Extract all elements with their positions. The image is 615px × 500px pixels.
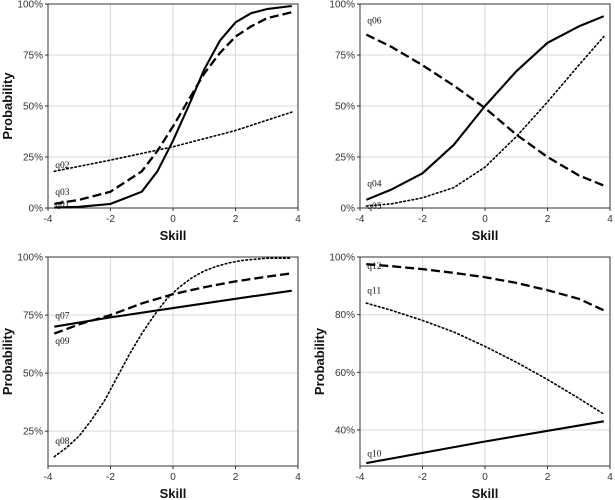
series-label-q08: q08 bbox=[55, 437, 70, 447]
x-tick-label: -2 bbox=[106, 214, 115, 225]
series-line-q11 bbox=[365, 302, 605, 415]
series-line-q06 bbox=[365, 33, 605, 187]
y-tick-label: 75% bbox=[23, 311, 43, 322]
y-tick-label: 75% bbox=[335, 51, 355, 62]
panel-1: -4 -2 0 2 4 0% 25% 50% 75% 100% Skill Probability q0… bbox=[0, 0, 301, 243]
series-line-q04 bbox=[365, 15, 605, 201]
y-axis-label: Probability bbox=[0, 72, 15, 140]
series-label-q10: q10 bbox=[367, 449, 382, 459]
series-line-q10 bbox=[366, 420, 604, 465]
y-axis-label: Probability bbox=[312, 327, 327, 395]
panel-3: -4 -2 0 2 4 25% 50% 75% 100% Skill Probability q07 q… bbox=[0, 253, 301, 500]
y-tick-label: 25% bbox=[335, 153, 355, 164]
series-label-q05: q05 bbox=[367, 202, 382, 212]
y-tick-label: 60% bbox=[335, 368, 355, 379]
y-tick-label: 50% bbox=[23, 102, 43, 113]
series-line-q08 bbox=[53, 257, 293, 458]
y-axis-label: Probability bbox=[0, 327, 15, 395]
x-tick-label: 2 bbox=[233, 214, 239, 225]
y-tick-label: 40% bbox=[335, 425, 355, 436]
series-line-q12 bbox=[366, 263, 605, 312]
series-label-q06: q06 bbox=[367, 16, 382, 26]
x-tick-label: 4 bbox=[295, 214, 301, 225]
x-axis-label: Skill bbox=[472, 228, 499, 243]
series-line-q03 bbox=[54, 11, 293, 206]
series-label-q01: q01 bbox=[55, 200, 70, 210]
y-tick-label: 50% bbox=[23, 369, 43, 380]
y-tick-label: 75% bbox=[23, 51, 43, 62]
y-tick-label: 100% bbox=[329, 0, 355, 11]
y-tick-label: 0% bbox=[29, 204, 44, 215]
x-tick-label: 0 bbox=[482, 214, 488, 225]
x-tick-label: -4 bbox=[356, 214, 365, 225]
y-tick-label: 25% bbox=[23, 153, 43, 164]
x-tick-label: -2 bbox=[106, 472, 115, 483]
x-tick-label: 2 bbox=[233, 472, 239, 483]
y-tick-label: 100% bbox=[329, 253, 355, 264]
series-label-q04: q04 bbox=[367, 180, 382, 190]
x-tick-label: -4 bbox=[356, 472, 365, 483]
panel-2: -4 -2 0 2 4 0% 25% 50% 75% 100% Skill q04 q05 q06 bbox=[329, 0, 613, 243]
y-tick-label: 80% bbox=[335, 310, 355, 321]
y-tick-label: 0% bbox=[341, 204, 356, 215]
x-tick-label: 0 bbox=[170, 472, 176, 483]
x-tick-label: -2 bbox=[418, 214, 427, 225]
x-axis-label: Skill bbox=[160, 486, 187, 500]
x-tick-label: 0 bbox=[170, 214, 176, 225]
x-tick-label: 4 bbox=[295, 472, 301, 483]
x-tick-label: 2 bbox=[545, 214, 551, 225]
x-tick-label: -2 bbox=[418, 472, 427, 483]
series-label-q02: q02 bbox=[55, 161, 70, 171]
x-tick-label: 4 bbox=[607, 472, 613, 483]
series-label-q07: q07 bbox=[55, 312, 70, 322]
series-label-q09: q09 bbox=[55, 337, 70, 347]
series-line-q09 bbox=[53, 272, 292, 335]
x-axis-label: Skill bbox=[472, 486, 499, 500]
series-label-q11: q11 bbox=[367, 286, 381, 296]
y-tick-label: 25% bbox=[23, 427, 43, 438]
series-label-q03: q03 bbox=[55, 188, 70, 198]
x-tick-label: -4 bbox=[44, 472, 53, 483]
panel-4: -4 -2 0 2 4 40% 60% 80% 100% Skill Probability q10 q… bbox=[312, 253, 613, 500]
series-line-q05 bbox=[365, 35, 605, 207]
x-tick-label: 4 bbox=[607, 214, 613, 225]
series-label-q12: q12 bbox=[367, 262, 382, 272]
series-line-q02 bbox=[53, 111, 293, 173]
x-tick-label: 2 bbox=[545, 472, 551, 483]
y-tick-label: 50% bbox=[335, 102, 355, 113]
y-tick-label: 100% bbox=[17, 253, 43, 264]
x-tick-label: 0 bbox=[482, 472, 488, 483]
x-tick-label: -4 bbox=[44, 214, 53, 225]
series-line-q01 bbox=[54, 4, 292, 209]
y-tick-label: 100% bbox=[17, 0, 43, 11]
x-axis-label: Skill bbox=[160, 228, 187, 243]
